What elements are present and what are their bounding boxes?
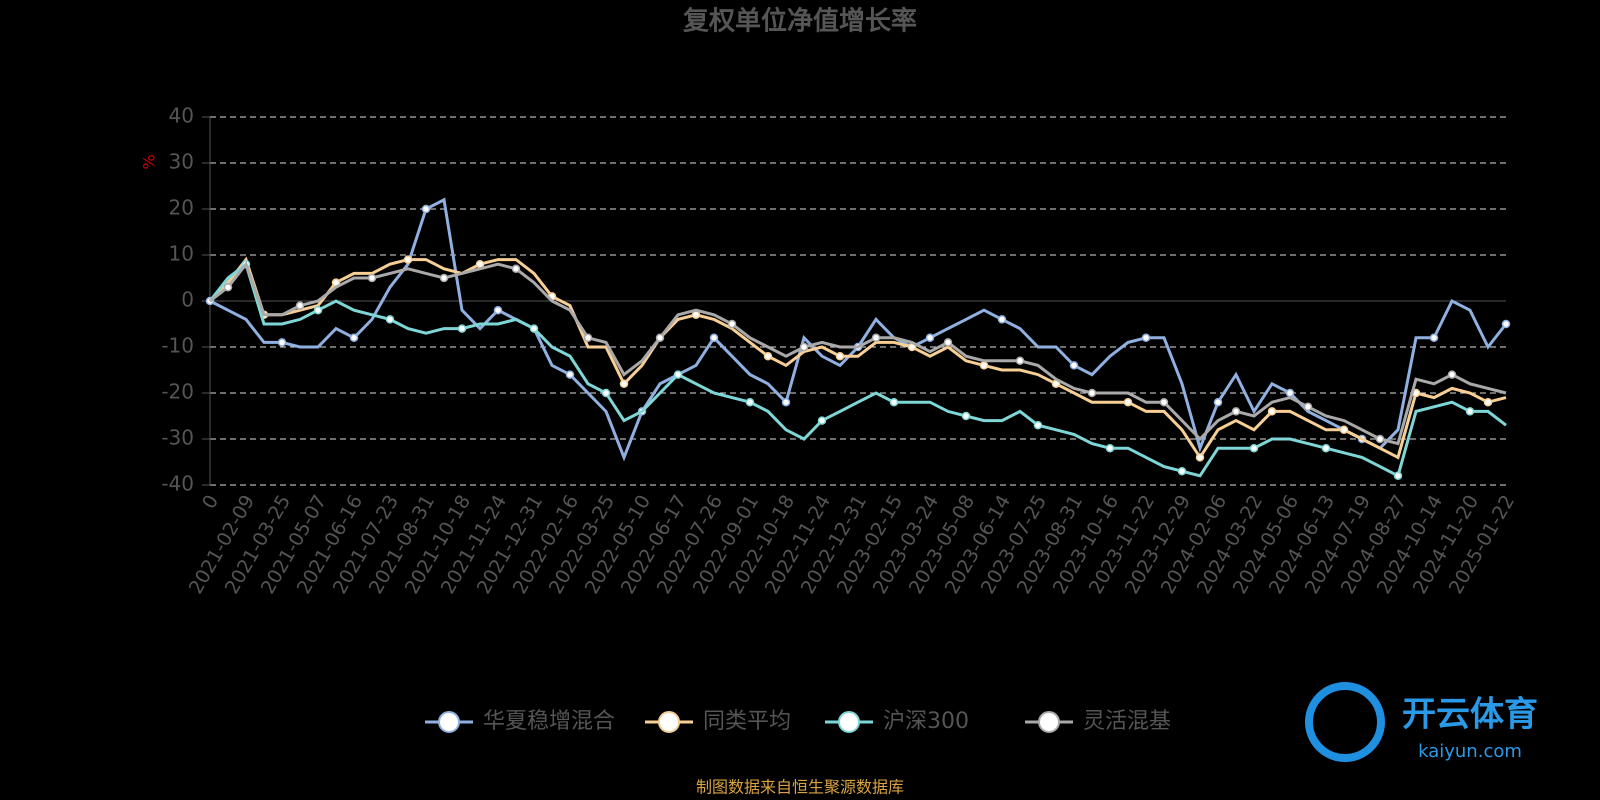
- point: [223, 282, 233, 292]
- point: [1069, 361, 1079, 370]
- point: [709, 333, 719, 343]
- point: [1285, 388, 1295, 398]
- point: [1231, 407, 1241, 416]
- point: [277, 338, 287, 347]
- point: [835, 351, 845, 361]
- point: [1159, 397, 1169, 407]
- legend-item: 沪深300: [825, 709, 969, 734]
- point: [727, 319, 737, 329]
- point: [1105, 443, 1115, 453]
- point: [1429, 333, 1439, 343]
- legend-item: 华夏稳增混合: [425, 709, 615, 734]
- y-tick-label: 40: [169, 104, 194, 128]
- y-tick-label: -30: [161, 426, 194, 450]
- point: [1141, 333, 1151, 343]
- point: [655, 333, 665, 343]
- point: [781, 397, 791, 407]
- point: [1267, 407, 1277, 416]
- point: [1465, 407, 1475, 416]
- point: [457, 324, 467, 333]
- y-tick-label: 10: [169, 242, 194, 266]
- point: [997, 315, 1007, 324]
- point: [1249, 443, 1259, 453]
- legend-item: 灵活混基: [1025, 709, 1171, 734]
- point: [493, 305, 503, 315]
- line: [208, 261, 1507, 478]
- y-tick-label: 30: [169, 150, 194, 174]
- point: [1177, 466, 1187, 476]
- y-tick-label: -40: [161, 472, 194, 496]
- point: [1321, 443, 1331, 453]
- point: [367, 273, 377, 283]
- source-note: 制图数据来自恒生聚源数据库: [696, 778, 904, 797]
- watermark-url: kaiyun.com: [1418, 741, 1522, 762]
- point: [1033, 420, 1043, 430]
- line: [208, 256, 1507, 461]
- point: [1375, 434, 1385, 444]
- legend-label: 沪深300: [883, 709, 969, 734]
- point: [889, 397, 899, 407]
- legend-item: 同类平均: [645, 709, 791, 734]
- point: [349, 333, 359, 343]
- point: [529, 324, 539, 333]
- point: [1123, 397, 1133, 407]
- point: [1195, 453, 1205, 462]
- point: [1303, 402, 1313, 412]
- point: [313, 305, 323, 315]
- y-tick-label: -10: [161, 334, 194, 358]
- series: [209, 261, 1507, 446]
- watermark-name: 开云体育: [1402, 695, 1538, 735]
- legend-label: 华夏稳增混合: [483, 709, 615, 734]
- point: [871, 333, 881, 343]
- point: [1501, 319, 1511, 329]
- point: [1015, 356, 1025, 366]
- legend-symbol: [438, 711, 460, 733]
- point: [943, 338, 953, 347]
- legend-symbol: [658, 711, 680, 733]
- point: [1087, 388, 1097, 398]
- point: [439, 273, 449, 283]
- point: [799, 342, 809, 352]
- watermark: 开云体育 kaiyun.com: [1305, 682, 1538, 762]
- line: [209, 261, 1507, 446]
- point: [817, 416, 827, 425]
- point: [601, 388, 611, 398]
- y-tick-label: 20: [169, 196, 194, 220]
- point: [1339, 425, 1349, 435]
- legend-label: 同类平均: [703, 709, 791, 734]
- point: [385, 315, 395, 324]
- watermark-logo: [1305, 682, 1385, 762]
- y-axis-label: %: [140, 154, 159, 169]
- legend-symbol: [838, 711, 860, 733]
- legend-symbol: [1038, 711, 1060, 733]
- point: [565, 370, 575, 379]
- point: [421, 204, 431, 214]
- point: [1213, 397, 1223, 407]
- point: [961, 411, 971, 421]
- point: [763, 351, 773, 361]
- point: [1393, 471, 1403, 481]
- point: [583, 333, 593, 343]
- point: [511, 264, 521, 274]
- point: [403, 255, 413, 264]
- point: [673, 370, 683, 379]
- point: [619, 379, 629, 389]
- y-tick-label: 0: [181, 288, 194, 312]
- point: [925, 333, 935, 343]
- point: [1483, 397, 1493, 407]
- point: [745, 397, 755, 407]
- y-tick-label: -20: [161, 380, 194, 404]
- point: [295, 301, 305, 310]
- legend-label: 灵活混基: [1083, 709, 1171, 734]
- point: [979, 361, 989, 370]
- chart-title: 复权单位净值增长率: [683, 6, 917, 37]
- point: [1447, 370, 1457, 379]
